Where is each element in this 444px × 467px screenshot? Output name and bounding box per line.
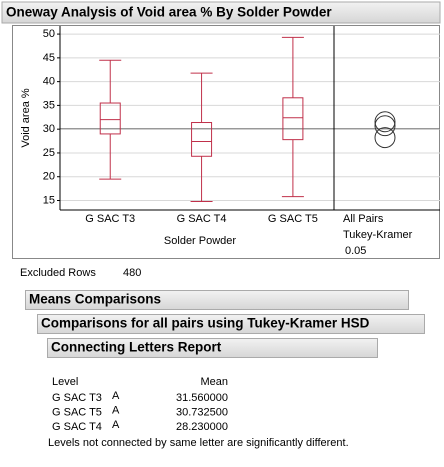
y-tick-label: 15 (43, 194, 55, 206)
comparison-circle (374, 111, 396, 133)
level-cell: G SAC T5 (52, 406, 102, 418)
y-tick-label: 35 (43, 99, 55, 111)
letter-cell: A (112, 390, 120, 402)
letter-cell: A (112, 419, 120, 431)
title-bar[interactable] (1, 1, 441, 24)
comparison-circle (374, 115, 396, 137)
section-bar[interactable] (37, 314, 425, 334)
excluded-value: 480 (123, 267, 141, 279)
y-tick-label: 45 (43, 52, 55, 64)
section-bar[interactable] (25, 290, 409, 310)
level-cell: G SAC T4 (52, 421, 102, 433)
comparison-label: 0.05 (345, 245, 366, 257)
x-tick-label: G SAC T4 (177, 213, 227, 225)
mean-cell: 30.732500 (176, 406, 228, 418)
section-title: Comparisons for all pairs using Tukey-Kr… (41, 316, 370, 331)
x-tick-label: G SAC T5 (268, 213, 318, 225)
excluded-label: Excluded Rows (20, 267, 96, 279)
letter-cell: A (112, 404, 120, 416)
y-tick-label: 30 (43, 123, 55, 135)
table-header: Mean (200, 376, 228, 388)
box (191, 122, 213, 157)
x-axis-label: Solder Powder (164, 235, 236, 247)
comparison-label: Tukey-Kramer (343, 229, 413, 241)
chart-title: Oneway Analysis of Void area % By Solder… (6, 5, 332, 20)
section-title: Means Comparisons (29, 292, 161, 307)
level-cell: G SAC T3 (52, 392, 102, 404)
mean-cell: 28.230000 (176, 421, 228, 433)
y-tick-label: 25 (43, 147, 55, 159)
y-tick-label: 40 (43, 76, 55, 88)
comparison-circle (374, 127, 396, 149)
table-header: Level (52, 376, 78, 388)
section-bar[interactable] (47, 338, 378, 358)
x-tick-label: G SAC T3 (85, 213, 135, 225)
box (99, 102, 121, 135)
section-title: Connecting Letters Report (51, 340, 222, 355)
y-tick-label: 20 (43, 171, 55, 183)
table-note: Levels not connected by same letter are … (48, 437, 349, 449)
comparison-label: All Pairs (343, 213, 384, 225)
y-tick-label: 50 (43, 28, 55, 40)
mean-cell: 31.560000 (176, 392, 228, 404)
chart-frame (12, 25, 440, 259)
box (282, 97, 304, 141)
y-axis-label: Void area % (20, 88, 32, 148)
